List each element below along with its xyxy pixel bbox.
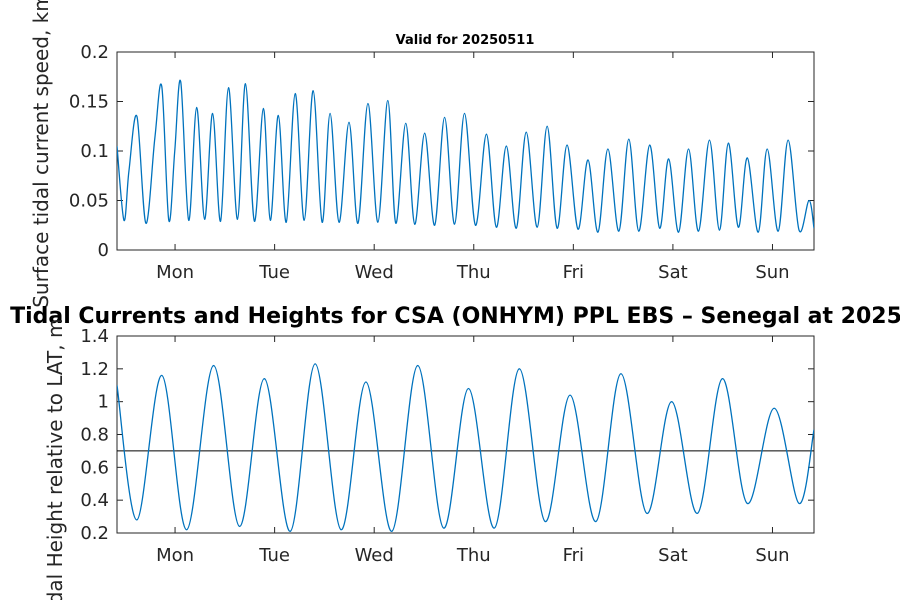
tidal-height-ytick-label: 0.2 [80,523,109,544]
tidal-height-xticks: Mon Tue Wed Thu Fri Sat Sun [156,336,790,566]
tidal-height-ylabel: Tidal Height relative to LAT, m [43,319,67,600]
tidal-height-yticks: 0.2 0.4 0.6 0.8 1 1.2 1.4 [80,326,814,544]
tidal-height-ytick-label: 1.2 [80,359,109,380]
current-speed-ytick-label: 0 [98,240,109,261]
tidal-height-xtick-label: Thu [456,545,491,566]
current-speed-series-line [117,79,814,233]
current-speed-chart-title: Valid for 20250511 [396,33,535,48]
tidal-height-chart-title: Tidal Currents and Heights for CSA (ONHY… [10,304,900,329]
current-speed-ytick-label: 0.05 [69,191,109,212]
current-speed-ytick-label: 0.2 [80,42,109,63]
current-speed-xtick-label: Thu [456,262,491,283]
tidal-height-ytick-label: 0.4 [80,490,109,511]
tidal-height-axes: 0.2 0.4 0.6 0.8 1 1.2 1.4 Mon Tue Wed Thu Fri Sat Su… [10,304,900,600]
current-speed-yticks: 0 0.05 0.1 0.15 0.2 [69,42,814,261]
tidal-height-ytick-label: 0.6 [80,457,109,478]
tidal-height-xtick-label: Sun [755,545,789,566]
tidal-height-series-line [117,363,814,533]
current-speed-axes: 0 0.05 0.1 0.15 0.2 Mon Tue Wed Thu Fri Sat Sun Va… [29,0,815,308]
current-speed-xtick-label: Fri [563,262,584,283]
current-speed-xticks: Mon Tue Wed Thu Fri Sat Sun [156,52,790,283]
current-speed-xtick-label: Sat [658,262,688,283]
tidal-height-xtick-label: Mon [156,545,194,566]
current-speed-xtick-label: Tue [258,262,290,283]
current-speed-ylabel: Surface tidal current speed, km [29,0,53,308]
current-speed-plot-frame [116,51,815,251]
current-speed-xtick-label: Mon [156,262,194,283]
tidal-height-xtick-label: Tue [258,545,290,566]
current-speed-xtick-label: Wed [355,262,394,283]
tidal-height-ytick-label: 0.8 [80,425,109,446]
tidal-height-xtick-label: Sat [658,545,688,566]
current-speed-xtick-label: Sun [755,262,789,283]
tidal-height-ytick-label: 1.4 [80,326,109,347]
tidal-height-plot-frame [116,335,815,534]
current-speed-ytick-label: 0.15 [69,92,109,113]
tidal-height-ytick-label: 1 [98,392,109,413]
tidal-height-xtick-label: Fri [563,545,584,566]
current-speed-ytick-label: 0.1 [80,141,109,162]
tidal-height-xtick-label: Wed [355,545,394,566]
